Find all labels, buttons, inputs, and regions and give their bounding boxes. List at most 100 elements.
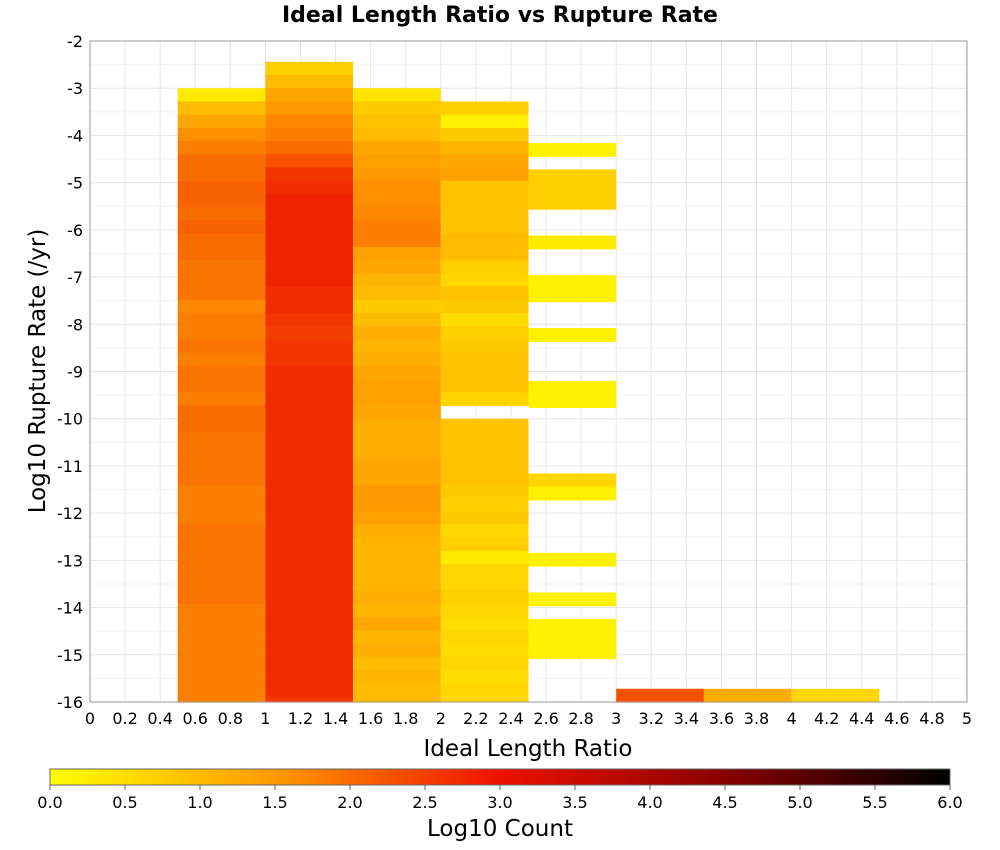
heatmap-cell <box>440 246 529 261</box>
heatmap-cell <box>440 326 529 340</box>
heatmap-cell <box>440 484 529 499</box>
heatmap-cell <box>177 484 266 499</box>
heatmap-cell <box>265 643 354 658</box>
heatmap-cell <box>265 498 354 512</box>
heatmap-cell <box>177 445 266 459</box>
heatmap-cell <box>177 590 266 605</box>
heatmap-cell <box>353 564 441 578</box>
heatmap-cell <box>265 431 354 446</box>
heatmap-cell <box>353 550 441 565</box>
heatmap-cell <box>353 445 441 459</box>
heatmap-cell <box>528 592 617 607</box>
x-tick-label: 5 <box>962 709 972 728</box>
y-tick-label: -14 <box>57 599 83 618</box>
heatmap-cell <box>440 299 529 314</box>
x-tick-label: 2.2 <box>463 709 488 728</box>
heatmap-cell <box>353 88 441 103</box>
x-tick-label: 4 <box>787 709 797 728</box>
heatmap-cell <box>440 352 529 367</box>
heatmap-cell <box>177 643 266 658</box>
heatmap-cell <box>353 154 441 169</box>
heatmap-cell <box>265 379 354 393</box>
heatmap-cell <box>528 288 617 303</box>
heatmap-cell <box>177 630 266 645</box>
heatmap-cell <box>265 61 354 76</box>
heatmap-cell <box>616 688 704 703</box>
heatmap-cells <box>177 61 880 703</box>
heatmap-cell <box>177 154 266 169</box>
heatmap-cell <box>265 524 354 539</box>
heatmap-cell <box>353 260 441 274</box>
y-tick-label: -4 <box>67 126 83 145</box>
heatmap-cell <box>177 88 266 103</box>
heatmap-cell <box>177 352 266 367</box>
x-tick-label: 0.8 <box>218 709 243 728</box>
heatmap-cell <box>353 193 441 208</box>
heatmap-cell <box>265 74 354 89</box>
heatmap-cell <box>528 473 617 488</box>
y-tick-label: -15 <box>57 646 83 665</box>
heatmap-cell <box>265 392 354 407</box>
heatmap-cell <box>440 167 529 182</box>
heatmap-cell <box>177 101 266 116</box>
x-tick-label: 0.2 <box>112 709 137 728</box>
heatmap-cell <box>177 471 266 486</box>
x-tick-label: 2.6 <box>533 709 558 728</box>
heatmap-cell <box>353 471 441 486</box>
colorbar-tick-label: 1.5 <box>262 793 287 812</box>
heatmap-cell <box>265 590 354 605</box>
heatmap-cell <box>353 431 441 446</box>
x-tick-label: 3.2 <box>639 709 664 728</box>
colorbar-tick-label: 0.0 <box>37 793 62 812</box>
heatmap-cell <box>353 220 441 235</box>
y-tick-label: -10 <box>57 410 83 429</box>
heatmap-cell <box>353 683 441 697</box>
heatmap-cell <box>265 260 354 274</box>
heatmap-cell <box>177 603 266 618</box>
heatmap-cell <box>177 418 266 433</box>
heatmap-cell <box>177 458 266 473</box>
heatmap-cell <box>528 618 617 633</box>
heatmap-cell <box>440 365 529 380</box>
x-tick-label: 4.8 <box>919 709 944 728</box>
heatmap-cell <box>265 154 354 169</box>
y-tick-label: -13 <box>57 551 83 570</box>
heatmap-cell <box>177 273 266 288</box>
heatmap-cell <box>440 683 529 697</box>
heatmap-cell <box>177 299 266 314</box>
heatmap-cell <box>353 207 441 222</box>
heatmap-cell <box>265 167 354 182</box>
heatmap-cell <box>353 405 441 420</box>
heatmap-cell <box>440 392 529 407</box>
y-tick-label: -9 <box>67 363 83 382</box>
heatmap-cell <box>440 669 529 684</box>
heatmap-cell <box>791 688 880 703</box>
heatmap-cell <box>177 564 266 578</box>
x-tick-label: 2 <box>436 709 446 728</box>
heatmap-cell <box>265 471 354 486</box>
heatmap-cell <box>440 537 529 552</box>
heatmap-cell <box>440 273 529 288</box>
heatmap-cell <box>177 537 266 552</box>
heatmap-cell <box>265 127 354 142</box>
heatmap-cell <box>265 312 354 327</box>
heatmap-cell <box>528 275 617 290</box>
colorbar-tick-label: 5.0 <box>787 793 812 812</box>
heatmap-cell <box>440 643 529 658</box>
x-tick-label: 1.8 <box>393 709 418 728</box>
heatmap-cell <box>265 617 354 631</box>
heatmap-cell <box>177 511 266 526</box>
y-tick-labels: -2 -3 -4 -5 -6 -7 -8 -9 -10 -11 -12 -13 -14 -15 -16 <box>57 32 83 712</box>
heatmap-cell <box>440 180 529 195</box>
heatmap-cell <box>177 365 266 380</box>
heatmap-cell <box>265 88 354 103</box>
heatmap-cell <box>177 683 266 697</box>
heatmap-cell <box>353 101 441 116</box>
heatmap-cell <box>265 286 354 301</box>
heatmap-cell <box>265 696 354 703</box>
colorbar-tick-label: 4.5 <box>712 793 737 812</box>
heatmap-cell <box>177 498 266 512</box>
heatmap-cell <box>265 683 354 697</box>
heatmap-cell <box>177 220 266 235</box>
heatmap-cell <box>440 154 529 169</box>
